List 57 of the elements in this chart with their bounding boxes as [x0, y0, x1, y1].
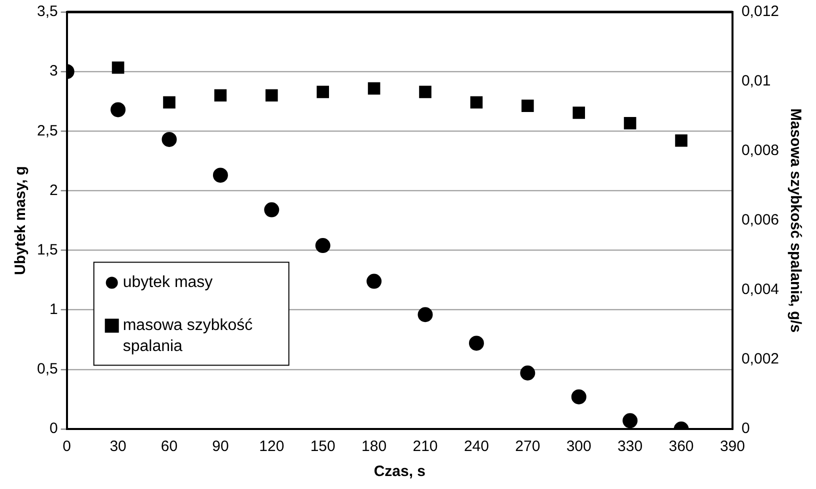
y-tick-label: 2 [50, 182, 58, 199]
point [622, 413, 638, 428]
point [624, 117, 636, 130]
y-tick-label: 1,5 [36, 241, 58, 258]
point [366, 274, 382, 289]
point [315, 238, 330, 254]
y-tick-label: 3,5 [36, 3, 58, 20]
y-tick-label: 1 [50, 301, 58, 318]
y-tick-label: 0,5 [36, 360, 58, 378]
x-tick-label: 150 [310, 438, 336, 456]
point [675, 134, 688, 147]
x-tick-label: 390 [720, 438, 745, 456]
point [316, 86, 330, 98]
legend-label: ubytek masy [122, 274, 213, 292]
x-tick-label: 0 [62, 438, 72, 456]
point [368, 82, 380, 95]
x-tick-label: 240 [464, 438, 489, 456]
y2-tick-label: 0,01 [741, 72, 771, 90]
point [110, 102, 126, 118]
y-tick-label: 3 [50, 62, 58, 80]
y2-tick-label: 0,006 [741, 212, 780, 229]
y2-tick-label: 0 [741, 420, 750, 438]
y-tick-label: 2,5 [36, 122, 58, 140]
x-tick-label: 330 [618, 438, 643, 456]
point [162, 132, 177, 147]
x-tick-label: 270 [515, 438, 540, 456]
x-tick-label: 120 [259, 438, 284, 456]
point [264, 202, 280, 218]
y2-tick-label: 0,012 [741, 3, 780, 20]
point [112, 61, 124, 74]
point [418, 307, 433, 322]
point [522, 100, 534, 112]
x-tick-label: 60 [160, 438, 178, 456]
x-axis-title: Czas, s [374, 463, 426, 480]
y-tick-label: 0 [50, 420, 58, 438]
point [468, 336, 484, 351]
x-tick-label: 180 [362, 438, 387, 456]
y-axis-title: Ubytek masy, g [12, 166, 30, 275]
point [470, 96, 483, 109]
y2-tick-label: 0,004 [741, 281, 780, 298]
point [520, 366, 536, 381]
x-tick-label: 300 [566, 438, 592, 456]
point [572, 106, 586, 119]
x-tick-label: 210 [412, 438, 438, 456]
point [163, 96, 176, 109]
point [419, 86, 432, 98]
x-tick-label: 30 [110, 438, 126, 456]
x-tick-label: 360 [668, 438, 694, 456]
point [212, 168, 228, 183]
point [571, 389, 586, 404]
y2-tick-label: 0,008 [741, 142, 780, 160]
y2-axis-title: Masowa szybkość spalania, g/s [786, 108, 804, 333]
point [214, 89, 227, 102]
x-tick-label: 90 [212, 438, 229, 456]
y2-tick-label: 0,002 [741, 350, 780, 368]
legend-label: masowa szybkość spalania [122, 317, 253, 356]
point [266, 89, 278, 102]
